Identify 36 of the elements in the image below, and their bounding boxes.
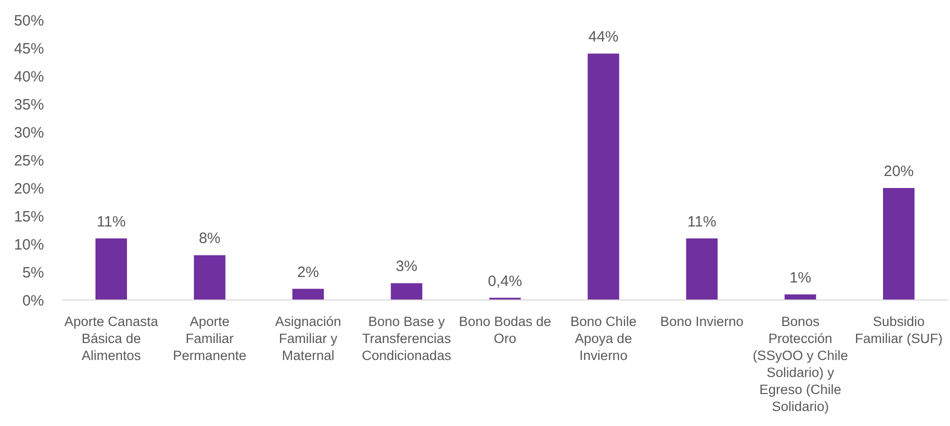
y-tick-label: 50% — [14, 12, 44, 30]
x-tick-label: Aporte Canasta Básica de Alimentos — [64, 314, 159, 363]
y-tick-label: 15% — [14, 208, 44, 226]
data-label: 44% — [588, 28, 618, 46]
bar — [588, 54, 620, 300]
y-tick-label: 40% — [14, 68, 44, 86]
data-label: 11% — [687, 213, 716, 230]
x-tick-label: Asignación Familiar y Maternal — [275, 314, 342, 363]
y-tick-label: 30% — [14, 124, 44, 142]
x-tick-label: Bono Base y Transferencias Condicionadas — [362, 314, 452, 363]
y-tick-label: 0% — [22, 292, 44, 310]
y-tick-label: 35% — [14, 96, 44, 114]
bar — [292, 288, 324, 300]
data-label: 3% — [396, 258, 418, 276]
y-tick-label: 20% — [14, 180, 44, 198]
data-label: 1% — [789, 269, 812, 286]
data-label: 11% — [96, 213, 126, 230]
data-label: 2% — [297, 264, 319, 281]
y-tick-label: 45% — [14, 40, 44, 58]
data-label: 0,4% — [488, 272, 522, 290]
y-tick-label: 25% — [14, 152, 44, 170]
x-tick-label: Bono Invierno — [660, 314, 744, 329]
x-tick-label: Subsidio Familiar (SUF) — [854, 314, 943, 346]
bar — [95, 238, 127, 300]
x-tick-label: Bonos Protección (SSyOO y Chile Solidario) y Egreso (Chile Solidario) — [752, 314, 848, 414]
bar — [686, 238, 718, 300]
data-label: 8% — [198, 230, 221, 248]
x-tick-label: Bono Bodas de Oro — [458, 314, 552, 346]
bar — [883, 188, 915, 300]
bar — [390, 283, 422, 300]
y-tick-label: 5% — [22, 264, 44, 282]
data-label: 20% — [884, 163, 914, 180]
bar — [194, 255, 226, 300]
y-tick-label: 10% — [14, 236, 44, 254]
x-tick-label: Bono Chile Apoya de Invierno — [570, 314, 636, 363]
x-tick-label: Aporte Familiar Permanente — [172, 314, 246, 363]
